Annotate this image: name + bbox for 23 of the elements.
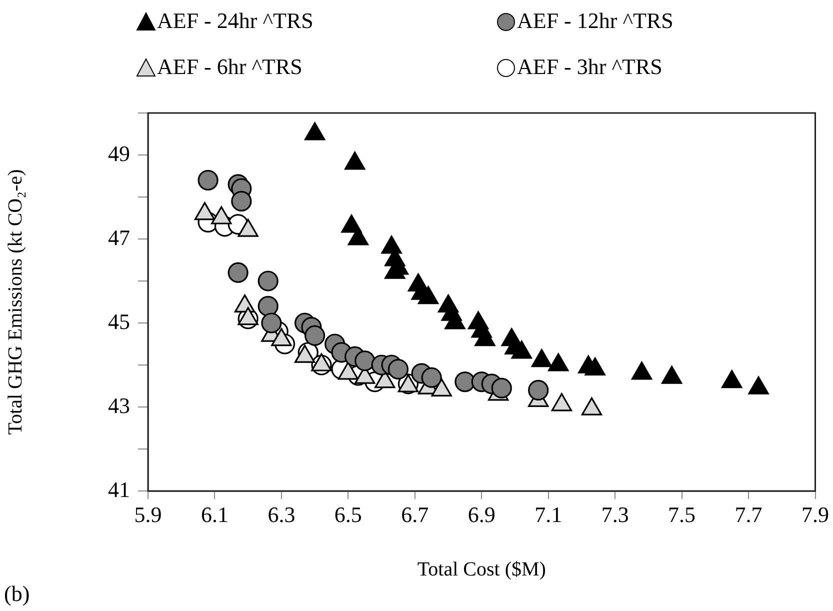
legend-label: AEF - 6hr ^TRS — [157, 54, 302, 79]
x-axis-title: Total Cost ($M) — [417, 558, 546, 580]
y-axis-title: Total GHG Emissions (kt CO₂-e) — [4, 169, 26, 435]
x-tick-label: 7.7 — [734, 502, 762, 527]
legend-label: AEF - 3hr ^TRS — [517, 54, 662, 79]
y-tick-label: 49 — [108, 140, 130, 166]
y-tick-label: 41 — [108, 476, 130, 502]
x-tick-label: 6.1 — [200, 502, 228, 527]
x-tick-label: 6.9 — [468, 502, 496, 527]
y-tick-label: 45 — [108, 308, 130, 334]
text: (b) — [4, 580, 30, 606]
x-tick-label: 7.9 — [802, 502, 829, 527]
x-tick-label: 5.9 — [134, 502, 162, 527]
x-tick-label: 6.7 — [401, 502, 429, 527]
x-tick-label: 6.5 — [334, 502, 362, 527]
legend-label: AEF - 24hr ^TRS — [157, 8, 314, 33]
y-tick-label: 43 — [108, 392, 130, 418]
x-tick-label: 6.3 — [268, 502, 296, 527]
y-tick-label: 47 — [108, 224, 130, 250]
x-tick-label: 7.3 — [601, 502, 629, 527]
x-tick-label: 7.5 — [668, 502, 696, 527]
legend-label: AEF - 12hr ^TRS — [517, 8, 674, 33]
x-tick-label: 7.1 — [534, 502, 562, 527]
